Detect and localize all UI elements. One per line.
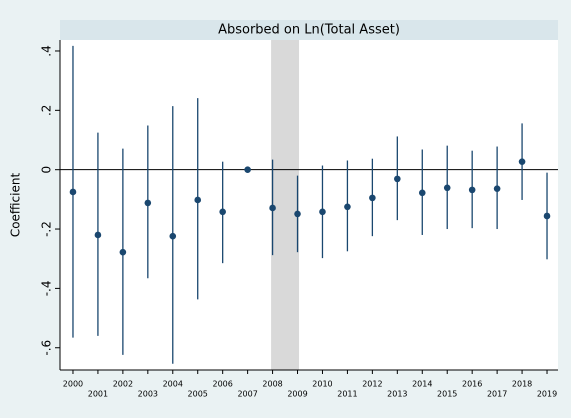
y-tick-label: 0 <box>40 166 54 174</box>
y-tick-label: .4 <box>40 45 54 56</box>
x-tick-label: 2015 <box>437 390 457 399</box>
plot-area <box>60 40 558 370</box>
coefficient-point <box>394 175 401 183</box>
coefficient-point <box>169 232 177 240</box>
coefficient-point <box>94 231 102 239</box>
x-tick-label: 2017 <box>487 390 507 399</box>
coefficient-point <box>369 194 376 202</box>
x-tick-label: 2009 <box>287 390 307 399</box>
coefficient-point <box>468 186 476 194</box>
chart-title: Absorbed on Ln(Total Asset) <box>218 23 400 38</box>
coefficient-point <box>144 199 152 207</box>
coefficient-point <box>194 196 202 204</box>
coefficient-point <box>518 158 526 165</box>
x-tick-label: 2018 <box>512 380 532 389</box>
coefficient-point <box>443 184 451 192</box>
coefficient-point <box>319 208 326 216</box>
coefficient-point <box>269 204 276 212</box>
x-tick-label: 2000 <box>63 380 83 389</box>
x-tick-label: 2019 <box>537 390 557 399</box>
x-tick-label: 2001 <box>88 390 108 399</box>
x-tick-label: 2005 <box>188 390 208 399</box>
x-tick-label: 2016 <box>462 380 482 389</box>
shaded-period <box>271 40 300 370</box>
coefficient-point <box>493 185 501 192</box>
x-tick-label: 2008 <box>262 380 282 389</box>
x-tick-label: 2006 <box>212 380 232 389</box>
title-bar <box>60 20 558 40</box>
y-tick-label: .2 <box>40 105 54 116</box>
coefficient-point <box>119 248 127 256</box>
x-tick-label: 2002 <box>113 380 133 389</box>
y-axis-title: Coefficient <box>9 173 23 238</box>
coefficient-point <box>344 203 351 211</box>
x-tick-label: 2003 <box>138 390 158 399</box>
coefficient-point <box>294 210 301 218</box>
x-tick-label: 2012 <box>362 380 382 389</box>
coefficient-point <box>418 189 426 197</box>
x-tick-label: 2004 <box>163 380 183 389</box>
x-tick-label: 2007 <box>237 390 257 399</box>
coefficient-point <box>219 208 226 216</box>
x-tick-label: 2011 <box>337 390 357 399</box>
x-tick-label: 2013 <box>387 390 407 399</box>
x-tick-label: 2014 <box>412 380 432 389</box>
coefficient-point <box>244 166 251 173</box>
coefficient-point <box>69 188 77 196</box>
x-tick-label: 2010 <box>312 380 332 389</box>
y-tick-label: -.4 <box>40 280 54 296</box>
y-tick-label: -.6 <box>40 340 54 356</box>
y-tick-label: -.2 <box>40 221 54 237</box>
coefficient-point <box>543 212 551 220</box>
